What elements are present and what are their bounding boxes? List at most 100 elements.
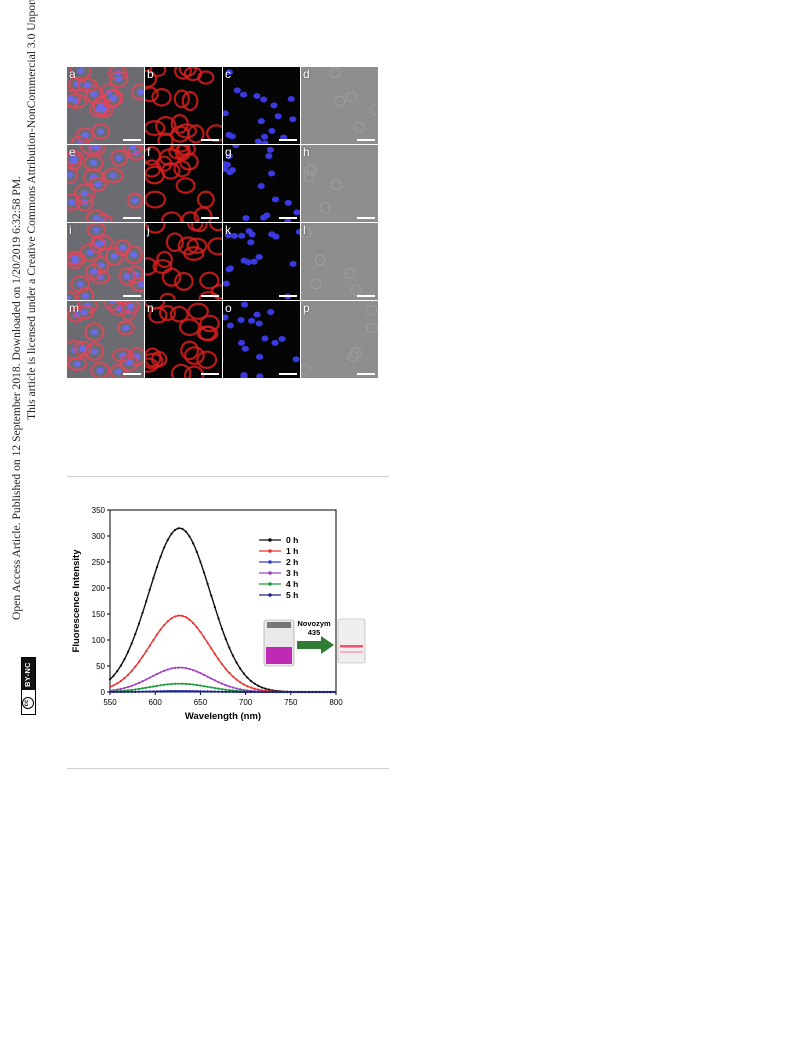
series-point (217, 687, 220, 690)
series-point (235, 661, 238, 664)
series-point (177, 682, 180, 685)
series-point (173, 666, 177, 669)
series-point (239, 667, 242, 670)
series-point (210, 647, 213, 650)
series-point (249, 690, 253, 694)
panel-k-blue: k (223, 223, 300, 300)
series-point (333, 690, 336, 694)
series-point (126, 689, 130, 692)
x-tick-label: 650 (194, 698, 208, 707)
series-point (119, 664, 122, 667)
scale-bar (201, 373, 219, 375)
series-point (195, 683, 198, 687)
series-point (307, 690, 310, 694)
series-point (246, 690, 249, 694)
series-point (173, 528, 177, 532)
series-point (202, 685, 206, 688)
series-point (163, 546, 166, 549)
series-point (268, 690, 271, 694)
series-point (239, 688, 242, 691)
series-point (188, 683, 191, 686)
series-point (152, 690, 155, 693)
panel-p-bright: p (301, 301, 378, 378)
series-point (123, 690, 126, 694)
series-point (177, 614, 180, 617)
y-tick-label: 350 (92, 506, 106, 515)
arrow-body (297, 641, 321, 649)
series-point (166, 538, 169, 541)
series-point (155, 690, 159, 693)
series-point (177, 666, 180, 669)
series-point (163, 690, 166, 693)
series-point (213, 652, 216, 656)
series-point (192, 683, 195, 686)
legend-marker (268, 593, 272, 597)
series-point (257, 688, 260, 691)
series-point (159, 684, 162, 687)
series-point (282, 690, 285, 694)
series-point (206, 685, 209, 688)
series-point (235, 687, 238, 690)
series-point (137, 622, 141, 625)
x-tick-label: 750 (284, 698, 298, 707)
scale-bar (279, 373, 297, 375)
arrow-label-2: 435 (308, 628, 321, 637)
panel-label-n: n (147, 301, 154, 315)
series-point (188, 667, 191, 671)
legend-marker (268, 560, 272, 564)
series-point (119, 690, 122, 694)
series-point (145, 650, 148, 653)
series-point (116, 690, 119, 694)
series-point (195, 690, 198, 693)
panel-e-merge: e (67, 145, 144, 222)
series-point (228, 689, 231, 692)
scale-bar (201, 295, 219, 297)
series-point (253, 687, 256, 690)
series-point (206, 690, 209, 693)
legend-marker (268, 538, 272, 542)
series-point (220, 682, 224, 685)
panel-g-blue: g (223, 145, 300, 222)
series-point (318, 690, 321, 694)
legend-label: 3 h (286, 568, 298, 578)
panel-label-j: j (147, 223, 150, 237)
series-point (148, 588, 151, 591)
y-tick-label: 250 (92, 558, 106, 567)
series-point (123, 677, 126, 680)
series-point (213, 606, 216, 609)
cc-license-badge[interactable]: BY-NC cc (21, 657, 36, 715)
series-point (152, 577, 155, 580)
series-point (134, 688, 137, 691)
panel-label-a: a (69, 67, 76, 81)
series-point (311, 690, 314, 694)
x-tick-label: 600 (149, 698, 163, 707)
series-point (155, 672, 159, 676)
panel-n-red: n (145, 301, 222, 378)
series-point (271, 690, 274, 694)
series-line-0h (109, 527, 336, 693)
panel-label-l: l (303, 223, 306, 237)
series-point (192, 621, 195, 625)
panel-label-d: d (303, 67, 310, 81)
series-point (155, 633, 159, 636)
panel-label-f: f (147, 145, 151, 159)
series-point (202, 690, 206, 693)
series-point (141, 611, 144, 614)
panel-label-c: c (225, 67, 231, 81)
x-axis-label: Wavelength (nm) (185, 711, 261, 722)
series-point (152, 685, 155, 688)
legend-label: 2 h (286, 557, 298, 567)
series-point (217, 690, 220, 693)
scale-bar (123, 295, 141, 297)
panel-label-m: m (69, 301, 79, 315)
series-point (199, 560, 202, 563)
series-point (220, 627, 224, 631)
series-point (137, 660, 141, 663)
series-point (184, 690, 188, 693)
series-point (159, 628, 162, 631)
series-point (188, 690, 191, 693)
series-point (130, 688, 133, 691)
scale-bar (123, 373, 141, 375)
series-point (329, 690, 332, 694)
panel-m-merge: m (67, 301, 144, 378)
